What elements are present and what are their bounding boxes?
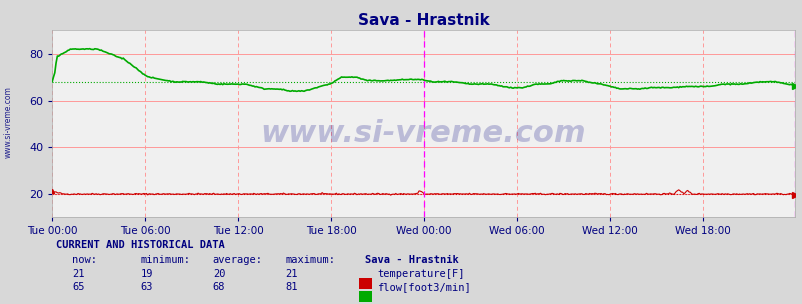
Text: 65: 65	[72, 282, 85, 292]
Text: maximum:: maximum:	[285, 255, 334, 265]
Text: 81: 81	[285, 282, 298, 292]
Text: www.si-vreme.com: www.si-vreme.com	[4, 86, 13, 157]
Text: 21: 21	[72, 269, 85, 279]
Text: minimum:: minimum:	[140, 255, 190, 265]
Text: 20: 20	[213, 269, 225, 279]
Text: now:: now:	[72, 255, 97, 265]
Text: temperature[F]: temperature[F]	[377, 269, 464, 279]
Text: 21: 21	[285, 269, 298, 279]
Text: 63: 63	[140, 282, 153, 292]
Text: www.si-vreme.com: www.si-vreme.com	[261, 119, 585, 148]
Text: 68: 68	[213, 282, 225, 292]
Text: Sava - Hrastnik: Sava - Hrastnik	[365, 255, 459, 265]
Text: average:: average:	[213, 255, 262, 265]
Text: CURRENT AND HISTORICAL DATA: CURRENT AND HISTORICAL DATA	[56, 240, 225, 250]
Title: Sava - Hrastnik: Sava - Hrastnik	[357, 13, 489, 28]
Text: 19: 19	[140, 269, 153, 279]
Text: flow[foot3/min]: flow[foot3/min]	[377, 282, 471, 292]
